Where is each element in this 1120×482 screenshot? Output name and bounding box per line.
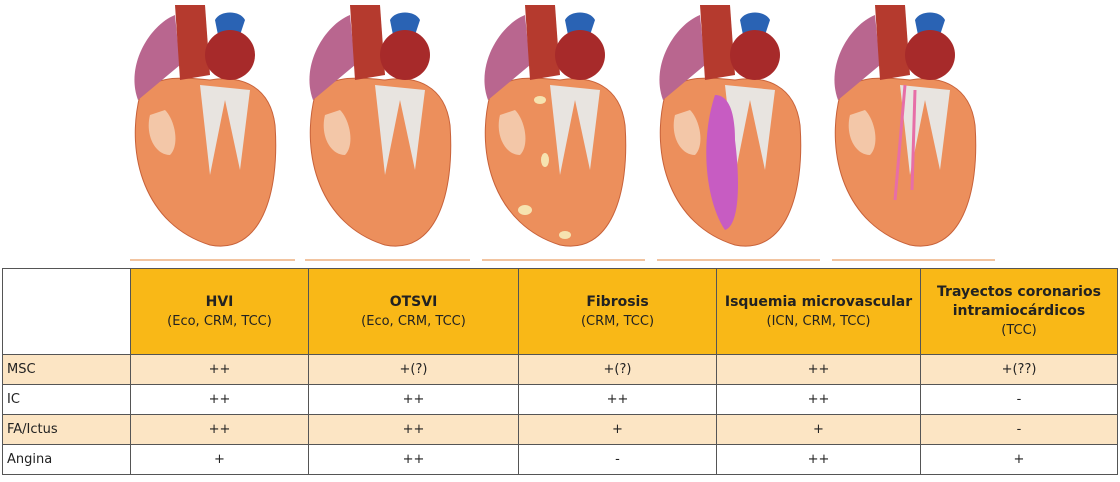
table-cell: +(??) [920,354,1118,385]
table-cell: - [920,414,1118,445]
table-cell: ++ [716,354,921,385]
header-row: HVI (Eco, CRM, TCC) OTSVI (Eco, CRM, TCC) Fi… [2,268,1118,355]
table-cell: ++ [716,384,921,415]
table-cell: ++ [130,384,309,415]
heart [833,4,977,247]
table-cell: ++ [130,354,309,385]
header-subtitle: (ICN, CRM, TCC) [766,313,871,329]
fibrosis-spots [518,96,571,239]
table-row: IC ++ ++ ++ ++ - [2,384,1118,415]
row-label: MSC [2,354,131,385]
header-title: Isquemia microvascular [724,293,913,310]
table-cell: + [130,444,309,475]
heart [133,4,277,247]
header-title: HVI [205,293,234,310]
table-cell: + [518,414,717,445]
header-subtitle: (Eco, CRM, TCC) [167,313,272,329]
row-label: Angina [2,444,131,475]
table-cell: +(?) [308,354,519,385]
empty-cell [2,268,131,355]
header-cell: OTSVI (Eco, CRM, TCC) [308,268,519,355]
header-subtitle: (CRM, TCC) [580,313,655,329]
heart [308,4,452,247]
coronary-tracts [893,84,917,201]
row-label: FA/Ictus [2,414,131,445]
header-title: OTSVI [389,293,438,310]
table-cell: ++ [308,384,519,415]
table-cell: + [716,414,921,445]
header-title: Fibrosis [586,293,649,310]
header-subtitle: (TCC) [1001,323,1037,338]
table-cell: + [920,444,1118,475]
table-cell: ++ [308,414,519,445]
comparison-table: HVI (Eco, CRM, TCC) OTSVI (Eco, CRM, TCC) Fi… [2,268,1118,475]
heart-illustrations [130,4,995,261]
table-cell: +(?) [518,354,717,385]
header-title: Trayectos coronarios intramiocárdicos [937,284,1101,319]
table-cell: - [920,384,1118,415]
header-subtitle: (Eco, CRM, TCC) [361,313,466,329]
table-cell: - [518,444,717,475]
table-cell: ++ [518,384,717,415]
header-cell: Trayectos coronarios intramiocárdicos (TC… [920,268,1118,355]
header-cell: Isquemia microvascular (ICN, CRM, TCC) [716,268,921,355]
table-row: Angina + ++ - ++ + [2,444,1118,475]
header-cell: Fibrosis (CRM, TCC) [518,268,717,355]
table-row: MSC ++ +(?) +(?) ++ +(??) [2,354,1118,385]
table-cell: ++ [716,444,921,475]
ischemia-area [706,95,738,230]
table-cell: ++ [308,444,519,475]
row-label: IC [2,384,131,415]
table-cell: ++ [130,414,309,445]
heart [483,4,627,247]
table-row: FA/Ictus ++ ++ + + - [2,414,1118,445]
header-cell: HVI (Eco, CRM, TCC) [130,268,309,355]
